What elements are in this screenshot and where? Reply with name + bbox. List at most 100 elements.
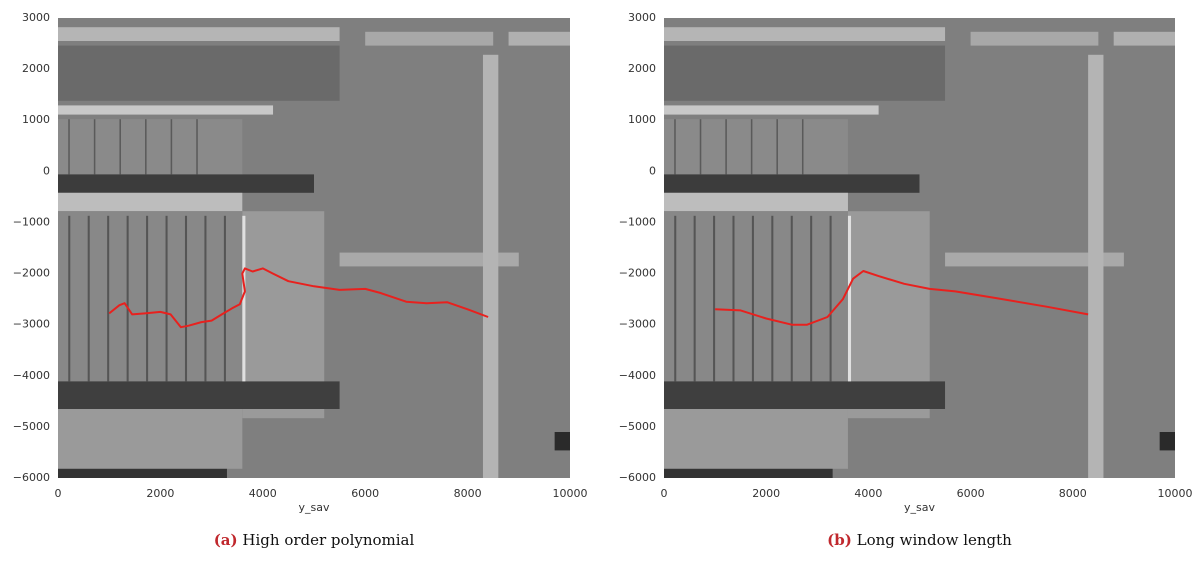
- y-tick-label: 2000: [628, 62, 656, 75]
- y-tick-label: −1000: [13, 215, 50, 228]
- image-region: [700, 119, 702, 174]
- image-region: [713, 216, 715, 382]
- y-tick-label: −6000: [13, 471, 50, 484]
- image-region: [58, 105, 273, 114]
- image-region: [664, 119, 848, 174]
- image-region: [483, 55, 498, 478]
- image-region: [1114, 32, 1175, 46]
- image-region: [88, 216, 90, 382]
- image-region: [848, 216, 851, 382]
- image-region: [146, 216, 148, 382]
- x-tick-label: 2000: [752, 487, 780, 500]
- caption-text: Long window length: [857, 531, 1013, 549]
- image-region: [732, 216, 734, 382]
- y-tick-label: 1000: [22, 113, 50, 126]
- y-tick-label: −5000: [619, 420, 656, 433]
- image-region: [752, 216, 754, 382]
- x-tick-label: 2000: [146, 487, 174, 500]
- image-region: [94, 119, 96, 174]
- y-tick-label: −4000: [619, 369, 656, 382]
- y-tick-label: −1000: [619, 215, 656, 228]
- image-region: [664, 46, 945, 101]
- x-tick-label: 6000: [957, 487, 985, 500]
- y-tick-label: −4000: [13, 369, 50, 382]
- x-tick-label: 4000: [854, 487, 882, 500]
- x-tick-label: 0: [55, 487, 62, 500]
- image-region: [58, 211, 242, 381]
- x-axis-label: y_sav: [904, 501, 935, 514]
- y-tick-label: −3000: [619, 318, 656, 331]
- image-region: [58, 119, 242, 174]
- x-axis-label: y_sav: [299, 501, 330, 514]
- y-tick-label: 2000: [22, 62, 50, 75]
- x-tick-label: 8000: [1059, 487, 1087, 500]
- x-tick-label: 10000: [1158, 487, 1193, 500]
- caption: (a) High order polynomial: [214, 531, 415, 549]
- x-tick-label: 8000: [454, 487, 482, 500]
- y-tick-label: −5000: [13, 420, 50, 433]
- image-region: [674, 216, 676, 382]
- image-region: [694, 216, 696, 382]
- image-region: [171, 119, 173, 174]
- image-region: [1160, 432, 1175, 450]
- image-region: [58, 381, 340, 409]
- image-region: [166, 216, 168, 382]
- caption-text: High order polynomial: [242, 531, 414, 549]
- image-region: [674, 119, 676, 174]
- caption: (b) Long window length: [827, 531, 1012, 549]
- image-region: [127, 216, 129, 382]
- y-tick-label: −2000: [619, 267, 656, 280]
- caption-label: (b): [827, 531, 852, 549]
- image-region: [68, 216, 70, 382]
- image-region: [58, 469, 227, 478]
- image-region: [664, 174, 920, 192]
- image-region: [58, 174, 314, 192]
- image-region: [751, 119, 753, 174]
- image-region: [776, 119, 778, 174]
- image-region: [145, 119, 147, 174]
- image-region: [802, 119, 804, 174]
- image-region: [68, 119, 70, 174]
- y-tick-label: −3000: [13, 318, 50, 331]
- y-tick-label: −6000: [619, 471, 656, 484]
- x-tick-label: 6000: [351, 487, 379, 500]
- image-region: [204, 216, 206, 382]
- image-region: [58, 46, 340, 101]
- image-region: [107, 216, 109, 382]
- image-region: [664, 27, 945, 41]
- image-region: [196, 119, 198, 174]
- image-region: [664, 211, 848, 381]
- y-tick-label: 0: [43, 164, 50, 177]
- image-region: [664, 193, 848, 211]
- image-region: [771, 216, 773, 382]
- image-region: [664, 381, 945, 409]
- image-region: [224, 216, 226, 382]
- image-region: [830, 216, 832, 382]
- image-region: [58, 27, 340, 41]
- y-tick-label: −2000: [13, 267, 50, 280]
- y-tick-label: 3000: [22, 11, 50, 24]
- image-region: [664, 469, 833, 478]
- x-tick-label: 0: [661, 487, 668, 500]
- x-tick-label: 10000: [553, 487, 588, 500]
- image-region: [119, 119, 121, 174]
- image-region: [664, 409, 848, 469]
- caption-label: (a): [214, 531, 238, 549]
- y-tick-label: 1000: [628, 113, 656, 126]
- image-region: [365, 32, 493, 46]
- image-region: [1088, 55, 1103, 478]
- image-region: [58, 409, 242, 469]
- image-region: [58, 193, 242, 211]
- y-tick-label: 3000: [628, 11, 656, 24]
- image-region: [971, 32, 1099, 46]
- x-tick-label: 4000: [249, 487, 277, 500]
- image-region: [185, 216, 187, 382]
- image-region: [509, 32, 570, 46]
- image-region: [791, 216, 793, 382]
- image-region: [555, 432, 570, 450]
- image-region: [810, 216, 812, 382]
- image-region: [725, 119, 727, 174]
- background-image: [58, 18, 570, 478]
- figure: 3000200010000−1000−2000−3000−4000−5000−6…: [0, 0, 1203, 565]
- background-image: [664, 18, 1175, 478]
